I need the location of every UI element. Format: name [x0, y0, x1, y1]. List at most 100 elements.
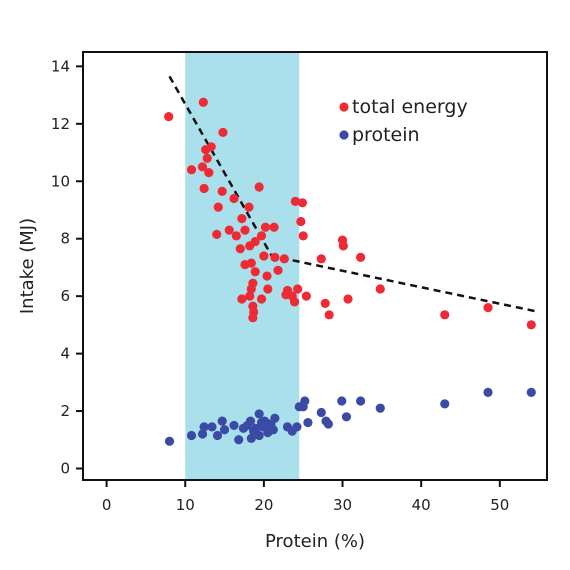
- data-point: [186, 165, 197, 175]
- data-point: [279, 254, 289, 264]
- data-point: [526, 320, 536, 330]
- y-tick-label: 2: [60, 402, 70, 420]
- y-tick-label: 8: [60, 230, 70, 248]
- data-point: [254, 409, 264, 419]
- data-point: [268, 425, 278, 435]
- data-point: [343, 294, 353, 304]
- data-point: [231, 231, 241, 241]
- y-tick-label: 6: [60, 287, 70, 305]
- y-axis-title: Intake (MJ): [17, 218, 38, 314]
- data-point: [197, 162, 208, 172]
- data-point: [256, 294, 267, 304]
- x-tick-label: 50: [490, 496, 509, 514]
- data-point: [289, 297, 300, 307]
- series-total-energy: [164, 97, 536, 330]
- series-protein: [164, 387, 536, 446]
- data-point: [218, 127, 228, 138]
- data-point: [341, 412, 352, 422]
- legend-marker: [339, 130, 349, 140]
- y-tick-label: 14: [51, 57, 70, 75]
- data-point: [235, 244, 245, 254]
- x-tick-label: 20: [254, 496, 273, 514]
- data-point: [246, 258, 256, 268]
- data-point: [248, 313, 258, 323]
- data-points-layer: [164, 97, 536, 446]
- x-tick-label: 10: [176, 496, 195, 514]
- data-point: [212, 430, 223, 441]
- data-point: [290, 196, 300, 206]
- data-point: [164, 436, 175, 446]
- data-point: [483, 387, 493, 397]
- x-tick-label: 0: [102, 496, 112, 514]
- data-point: [440, 399, 450, 409]
- legend: total energy protein: [339, 96, 468, 146]
- data-point: [320, 298, 330, 308]
- data-point: [298, 402, 308, 412]
- x-axis-title: Protein (%): [265, 531, 365, 552]
- data-point: [245, 291, 255, 301]
- data-point: [254, 182, 264, 192]
- data-point: [270, 413, 280, 423]
- data-point: [323, 419, 333, 429]
- data-point: [297, 198, 308, 208]
- data-point: [316, 254, 326, 264]
- data-point: [246, 433, 256, 443]
- data-point: [206, 142, 216, 152]
- y-tick-label: 12: [51, 115, 70, 133]
- data-point: [301, 291, 311, 301]
- data-point: [250, 236, 260, 247]
- data-point: [207, 422, 217, 432]
- data-point: [197, 429, 208, 439]
- data-point: [245, 416, 256, 426]
- y-tick-label: 0: [60, 460, 70, 478]
- data-point: [240, 225, 250, 235]
- data-point: [217, 186, 227, 196]
- data-point: [293, 284, 303, 294]
- data-point: [248, 278, 258, 288]
- data-point: [375, 284, 385, 294]
- data-point: [303, 417, 313, 428]
- data-point: [224, 225, 234, 235]
- plot-frame-layer: [82, 51, 548, 481]
- data-point: [251, 423, 261, 433]
- legend-label: protein: [352, 124, 420, 146]
- data-point: [199, 422, 209, 432]
- data-point: [296, 216, 306, 227]
- data-point: [199, 183, 209, 194]
- data-point: [262, 271, 272, 281]
- data-point: [356, 252, 366, 262]
- data-point: [261, 422, 271, 432]
- data-point: [219, 425, 230, 435]
- plot-background: [83, 52, 547, 480]
- data-point: [217, 416, 227, 426]
- data-point: [234, 435, 244, 445]
- y-tick-label: 4: [60, 345, 70, 363]
- legend-marker: [339, 102, 349, 112]
- plot-frame: [82, 51, 548, 481]
- data-point: [526, 387, 536, 397]
- x-tick-label: 30: [333, 496, 352, 514]
- data-point: [229, 420, 239, 431]
- data-point: [316, 407, 326, 418]
- data-point: [337, 396, 347, 406]
- x-axis-ticks: 0 10 20 30 40 50: [102, 480, 509, 514]
- data-point: [338, 241, 348, 251]
- data-point: [250, 267, 260, 277]
- legend-label: total energy: [352, 96, 468, 118]
- data-point: [256, 231, 267, 241]
- data-point: [213, 202, 223, 212]
- data-point: [375, 403, 385, 413]
- data-point: [198, 97, 208, 107]
- data-point: [483, 303, 493, 313]
- data-point: [164, 112, 174, 122]
- data-point: [270, 252, 280, 262]
- data-point: [298, 231, 308, 241]
- y-axis-ticks: 0 2 4 6 8 10 12 14: [51, 57, 83, 478]
- x-tick-label: 40: [412, 496, 431, 514]
- data-point: [324, 310, 334, 320]
- plot-area: [83, 52, 547, 480]
- y-tick-label: 10: [51, 172, 70, 190]
- data-point: [244, 202, 254, 212]
- data-point: [204, 168, 214, 178]
